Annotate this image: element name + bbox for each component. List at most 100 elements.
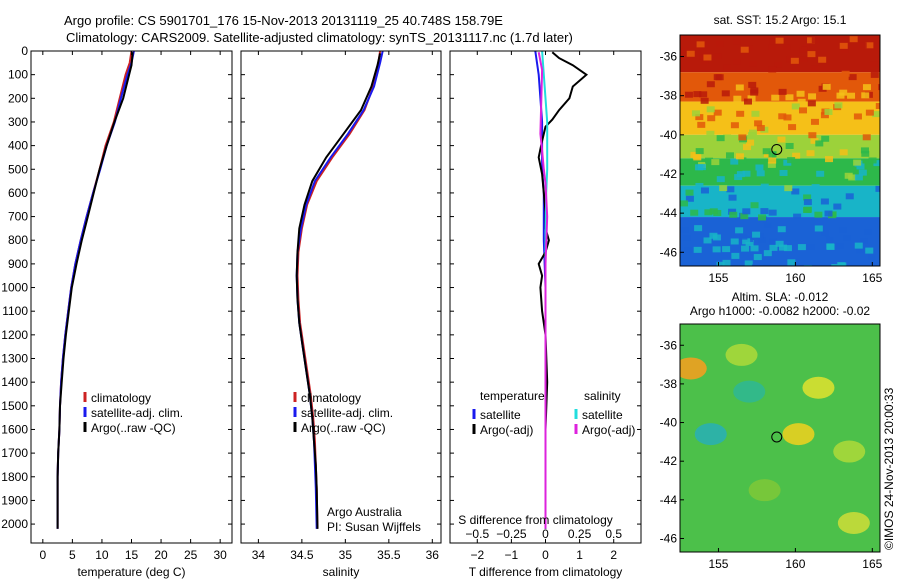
sst-pixel (860, 147, 869, 154)
sst-pixel (732, 58, 741, 65)
sst-pixel (873, 160, 880, 167)
sst-pixel (738, 134, 747, 141)
map-sla-field (680, 324, 880, 552)
sst-pixel (755, 164, 764, 171)
sst-pixel (825, 156, 834, 163)
y-tick-label: 1100 (2, 304, 28, 318)
sst-pixel (742, 170, 751, 177)
figure-title-line1: Argo profile: CS 5901701_176 15-Nov-2013… (64, 13, 503, 28)
panel-frame-temperature (30, 50, 233, 544)
sst-pixel (695, 114, 704, 121)
x-tick-label: 30 (213, 548, 227, 562)
sst-pixel (739, 233, 748, 240)
y-tick-label: 800 (8, 233, 28, 247)
sst-pixel (865, 109, 874, 116)
credit-line1: Argo Australia (327, 505, 402, 519)
sst-pixel (709, 208, 718, 215)
sst-pixel (862, 84, 871, 91)
sst-pixel (815, 140, 824, 147)
sst-pixel (814, 225, 823, 232)
series-salinity-argo-raw-qc--line (295, 53, 382, 529)
sst-pixel (705, 157, 714, 164)
sst-pixel (797, 244, 806, 251)
sst-pixel (682, 35, 691, 42)
sst-pixel (843, 235, 852, 242)
map-y-tick-label: -36 (660, 50, 678, 64)
sst-pixel (779, 169, 788, 176)
sst-pixel (699, 91, 708, 98)
sst-pixel (763, 250, 772, 257)
sst-pixel (855, 247, 864, 254)
sst-pixel (763, 151, 772, 158)
sst-pixel (821, 230, 830, 237)
x-tick-label: 25 (184, 548, 198, 562)
sst-pixel (774, 61, 783, 68)
side-stamp: ©IMOS 24-Nov-2013 20:00:33 (882, 387, 896, 550)
y-tick-label: 1600 (1, 422, 28, 436)
sst-pixel (756, 125, 765, 132)
sst-pixel (740, 46, 749, 53)
sst-pixel (716, 135, 725, 142)
sst-pixel (784, 185, 793, 192)
map-y-tick-label: -38 (660, 377, 678, 391)
sst-pixel (859, 238, 868, 245)
sst-pixel (825, 236, 834, 243)
sst-pixel (803, 194, 812, 201)
sst-pixel (803, 206, 812, 213)
sst-pixel (775, 240, 784, 247)
sst-pixel (807, 37, 816, 44)
sst-pixel (839, 226, 848, 233)
sst-pixel (768, 238, 777, 245)
sst-pixel (839, 89, 848, 96)
y-tick-label: 1500 (1, 399, 28, 413)
sst-pixel (682, 235, 691, 242)
sst-pixel (725, 152, 734, 159)
x-tick-label: 1 (576, 548, 583, 562)
sst-pixel (735, 227, 744, 234)
series-temperature-climatology-line (56, 51, 133, 529)
legend-label: satellite (480, 408, 521, 422)
sst-pixel (831, 264, 840, 266)
sst-pixel (703, 237, 712, 244)
legend-label: climatology (91, 391, 151, 405)
sst-pixel (861, 150, 870, 157)
x-axis-label: T difference from climatology (469, 565, 623, 579)
series-temperature-satellite-adj-clim--line (56, 51, 135, 529)
sst-pixel (810, 118, 819, 125)
sst-pixel (706, 81, 715, 88)
sst-pixel (713, 53, 722, 60)
sst-pixel (758, 237, 767, 244)
sst-pixel (858, 169, 867, 176)
argo-position-marker (771, 143, 783, 155)
sst-pixel (845, 193, 854, 200)
sst-pixel (818, 85, 827, 92)
sst-pixel (685, 189, 694, 196)
sst-pixel (703, 54, 712, 61)
sst-pixel (695, 148, 704, 155)
sst-pixel (822, 83, 831, 90)
sst-pixel (808, 132, 817, 139)
x-tick-label: 10 (95, 548, 109, 562)
sst-pixel (695, 164, 704, 171)
sst-pixel (807, 100, 816, 107)
sla-blob (837, 512, 870, 535)
x-tick-label: 0 (542, 548, 549, 562)
sst-pixel (771, 94, 780, 101)
sst-pixel (742, 238, 751, 245)
sst-pixel (756, 170, 765, 177)
sst-pixel (760, 208, 769, 215)
sst-pixel (700, 58, 709, 65)
sst-pixel (839, 42, 848, 49)
sst-pixel (807, 243, 816, 250)
sst-pixel (787, 259, 796, 266)
map-sla-subtitle: Argo h1000: -0.0082 h2000: -0.02 (690, 304, 870, 318)
y-tick-label: 100 (8, 68, 28, 82)
sst-pixel (869, 61, 878, 68)
sst-pixel (685, 195, 694, 202)
sst-pixel (785, 142, 794, 149)
series-difference-argo-adj--line (537, 52, 549, 529)
sst-pixel (734, 174, 743, 181)
sst-pixel (767, 161, 776, 168)
panel-frame-salinity (240, 50, 442, 544)
map-sst-title: sat. SST: 15.2 Argo: 15.1 (714, 13, 847, 27)
